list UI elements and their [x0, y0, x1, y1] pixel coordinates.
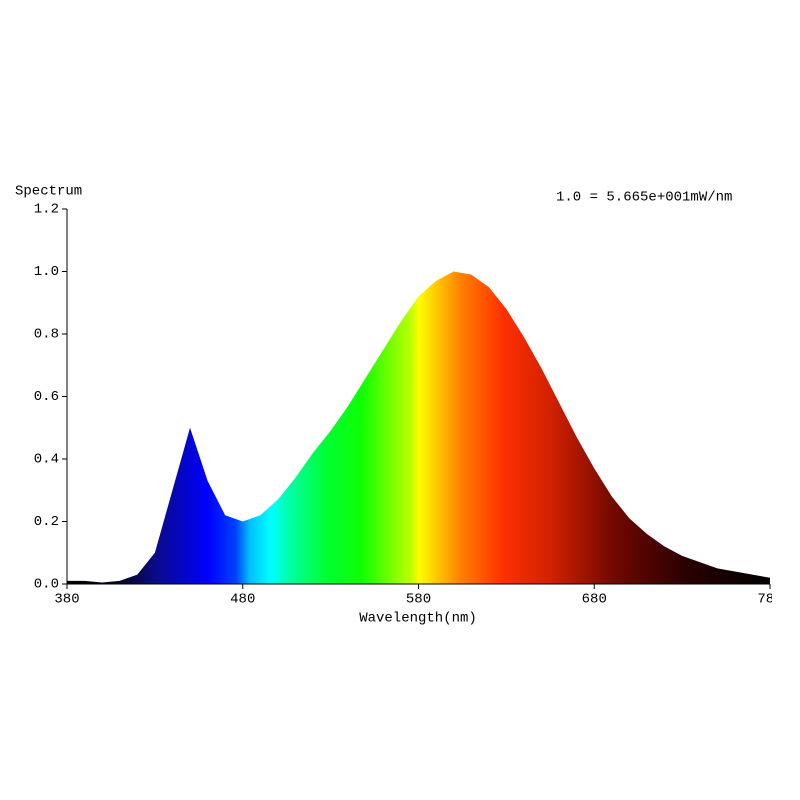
- x-tick-label: 480: [230, 592, 255, 608]
- x-axis-label: Wavelength(nm): [359, 611, 477, 627]
- y-tick-label: 0.8: [34, 327, 59, 343]
- y-tick-label: 0.2: [34, 514, 59, 530]
- y-tick-label: 1.0: [34, 264, 59, 280]
- x-tick-label: 580: [406, 592, 431, 608]
- y-tick-label: 0.4: [34, 452, 59, 468]
- spectrum-area: [67, 271, 770, 584]
- x-tick-label: 680: [582, 592, 607, 608]
- y-tick-label: 0.6: [34, 389, 59, 405]
- y-tick-label: 1.2: [34, 202, 59, 218]
- annotation: 1.0 = 5.665e+001mW/nm: [556, 190, 732, 206]
- y-tick-label: 0.0: [34, 577, 59, 593]
- plot-area: Spectrum 1.0 = 5.665e+001mW/nm Wavelengt…: [15, 184, 782, 627]
- x-tick-label: 780: [757, 592, 782, 608]
- y-axis-label: Spectrum: [15, 184, 82, 200]
- x-tick-label: 380: [54, 592, 79, 608]
